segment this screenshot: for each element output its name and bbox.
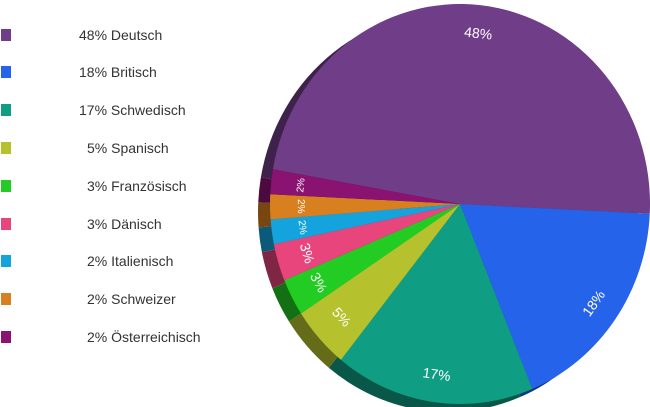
legend-item: 48% Deutsch [0,26,240,46]
legend-label: 2% Schweizer [87,291,176,307]
pie-slices [270,4,650,404]
legend-swatch [1,331,11,343]
pie-slice [270,194,460,220]
pie-slice [340,204,533,404]
legend-swatch [1,142,11,154]
legend-label: 5% Spanisch [87,140,169,156]
legend-swatch [1,218,11,230]
legend-item: 2% Italienisch [0,252,240,272]
chart-legend: 48% Deutsch 18% Britisch 17% Schwedisch 5% … [0,0,240,407]
pie-slice [270,169,460,204]
slice-label: 2% [295,177,308,193]
pie-slice [272,4,650,214]
legend-swatch [1,29,11,41]
legend-swatch [1,104,11,116]
slice-label: 48% [463,24,493,43]
legend-item: 3% Französisch [0,177,240,197]
slice-label: 2% [295,199,306,214]
legend-label: 3% Französisch [87,178,187,194]
pie-slice [301,204,460,360]
legend-swatch [1,66,11,78]
legend-swatch [1,255,11,267]
legend-swatch [1,293,11,305]
pie-slice [270,204,460,245]
slice-label: 2% [296,219,309,235]
legend-label: 48% Deutsch [79,27,163,43]
legend-item: 2% Schweizer [0,290,240,310]
slice-label: 17% [422,364,452,384]
legend-label: 18% Britisch [79,64,157,80]
legend-label: 17% Schwedisch [79,102,186,118]
legend-item: 2% Österreichisch [0,328,240,348]
slice-label: 3% [297,241,318,265]
legend-label: 3% Dänisch [87,216,162,232]
pie-slice [284,204,460,314]
legend-item: 18% Britisch [0,63,240,83]
legend-item: 3% Dänisch [0,215,240,235]
pie-slice [273,204,460,281]
legend-label: 2% Österreichisch [87,329,201,345]
pie-slice [460,204,650,389]
legend-label: 2% Italienisch [87,253,174,269]
legend-item: 5% Spanisch [0,139,240,159]
legend-item: 17% Schwedisch [0,101,240,121]
legend-swatch [1,180,11,192]
